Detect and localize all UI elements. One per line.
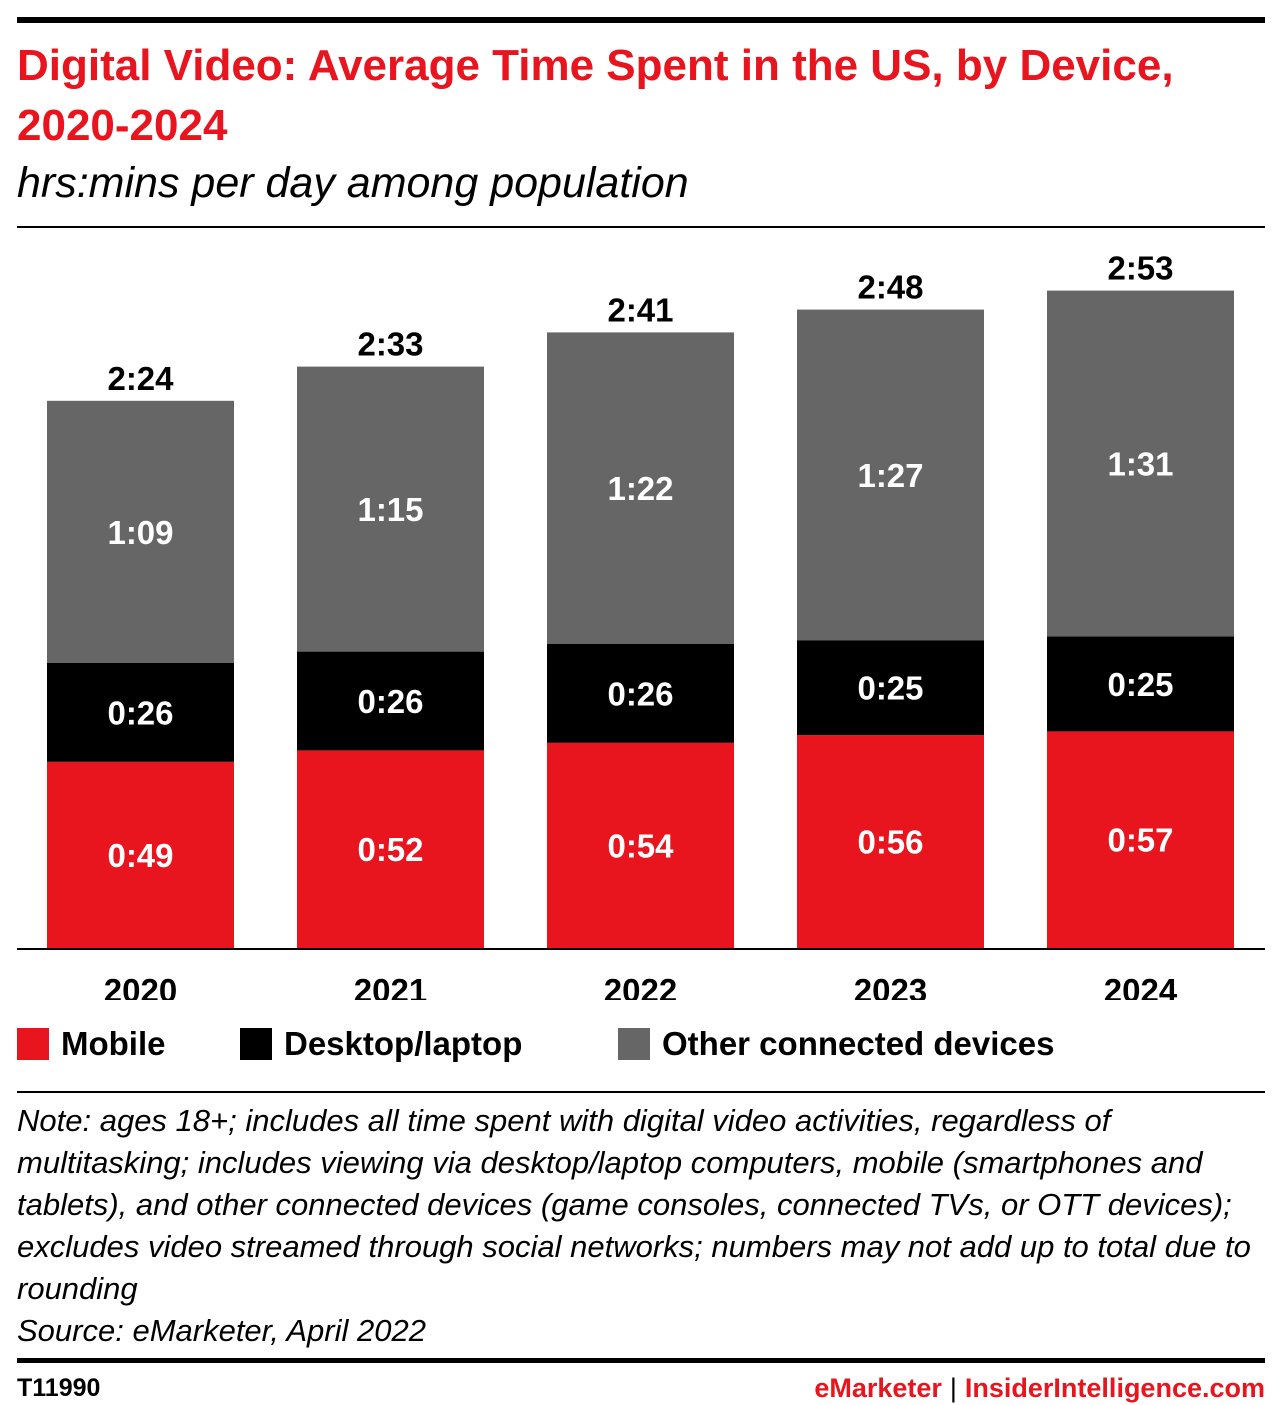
stacked-bar-chart: 0:49 0:26 1:09 2:24 2020 0:52 0:26 1:15 2:33 2021… xyxy=(17,250,1265,1000)
bar-segment-desktop-laptop-2023 xyxy=(797,640,984,736)
legend-swatch-other-connected-devices xyxy=(618,1028,650,1060)
legend-label-desktop-laptop: Desktop/laptop xyxy=(284,1025,523,1062)
data-label-desktop-laptop-2022: 0:26 xyxy=(607,675,673,712)
legend-label-mobile: Mobile xyxy=(61,1025,166,1062)
bar-segment-mobile-2024 xyxy=(1047,731,1234,948)
data-label-desktop-laptop-2024: 0:25 xyxy=(1107,666,1173,703)
chart-id: T11990 xyxy=(17,1374,101,1402)
total-label-2023: 2:48 xyxy=(857,269,923,306)
legend-item-desktop-laptop: Desktop/laptop xyxy=(240,1022,522,1066)
x-tick-label-2021: 2021 xyxy=(354,972,427,1000)
data-label-desktop-laptop-2023: 0:25 xyxy=(857,670,923,707)
x-tick-label-2022: 2022 xyxy=(604,972,677,1000)
total-label-2024: 2:53 xyxy=(1107,250,1173,287)
subtitle-rule xyxy=(17,226,1265,228)
legend-item-other-connected-devices: Other connected devices xyxy=(618,1022,1054,1066)
data-label-other-connected-devices-2021: 1:15 xyxy=(357,491,423,528)
chart-note: Note: ages 18+; includes all time spent … xyxy=(17,1103,1251,1306)
total-label-2020: 2:24 xyxy=(107,360,174,397)
data-label-desktop-laptop-2021: 0:26 xyxy=(357,683,423,720)
chart-subtitle: hrs:mins per day among population xyxy=(17,159,689,207)
legend-label-other-connected-devices: Other connected devices xyxy=(662,1025,1055,1062)
data-label-mobile-2022: 0:54 xyxy=(607,827,674,864)
bar-segment-desktop-laptop-2021 xyxy=(297,651,484,751)
data-label-desktop-laptop-2020: 0:26 xyxy=(107,694,173,731)
legend-rule xyxy=(17,1091,1265,1093)
data-label-mobile-2023: 0:56 xyxy=(857,824,923,861)
bar-segment-mobile-2020 xyxy=(47,761,234,948)
data-label-mobile-2024: 0:57 xyxy=(1107,822,1173,859)
total-label-2022: 2:41 xyxy=(607,291,673,328)
data-label-mobile-2020: 0:49 xyxy=(107,837,173,874)
data-label-other-connected-devices-2023: 1:27 xyxy=(857,457,923,494)
x-tick-label-2024: 2024 xyxy=(1104,972,1178,1000)
bar-segment-mobile-2023 xyxy=(797,735,984,948)
brand-emarketer: eMarketer xyxy=(814,1373,942,1403)
data-label-other-connected-devices-2020: 1:09 xyxy=(107,514,173,551)
bar-segment-other-connected-devices-2021 xyxy=(297,366,484,652)
legend-swatch-desktop-laptop xyxy=(240,1028,272,1060)
bar-segment-other-connected-devices-2022 xyxy=(547,332,734,644)
x-tick-label-2023: 2023 xyxy=(854,972,927,1000)
bar-segment-other-connected-devices-2024 xyxy=(1047,290,1234,637)
chart-source: Source: eMarketer, April 2022 xyxy=(17,1313,426,1348)
bar-segment-desktop-laptop-2024 xyxy=(1047,636,1234,732)
brand-separator: | xyxy=(949,1373,957,1403)
chart-title: Digital Video: Average Time Spent in the… xyxy=(17,41,1174,150)
top-rule xyxy=(17,17,1265,23)
data-label-other-connected-devices-2024: 1:31 xyxy=(1107,446,1173,483)
total-label-2021: 2:33 xyxy=(357,326,423,363)
brand-footer: eMarketer | InsiderIntelligence.com xyxy=(814,1372,1265,1404)
bar-segment-mobile-2021 xyxy=(297,750,484,948)
bar-segment-mobile-2022 xyxy=(547,742,734,948)
bottom-rule xyxy=(17,1358,1265,1363)
bar-segment-other-connected-devices-2020 xyxy=(47,400,234,663)
bar-segment-desktop-laptop-2022 xyxy=(547,644,734,743)
brand-insider-intelligence: InsiderIntelligence.com xyxy=(964,1373,1265,1403)
legend-item-mobile: Mobile xyxy=(17,1022,166,1066)
bar-segment-desktop-laptop-2020 xyxy=(47,663,234,762)
x-tick-label-2020: 2020 xyxy=(104,972,177,1000)
data-label-mobile-2021: 0:52 xyxy=(357,831,423,868)
data-label-other-connected-devices-2022: 1:22 xyxy=(607,470,673,507)
bar-segment-other-connected-devices-2023 xyxy=(797,309,984,641)
legend-swatch-mobile xyxy=(17,1028,49,1060)
